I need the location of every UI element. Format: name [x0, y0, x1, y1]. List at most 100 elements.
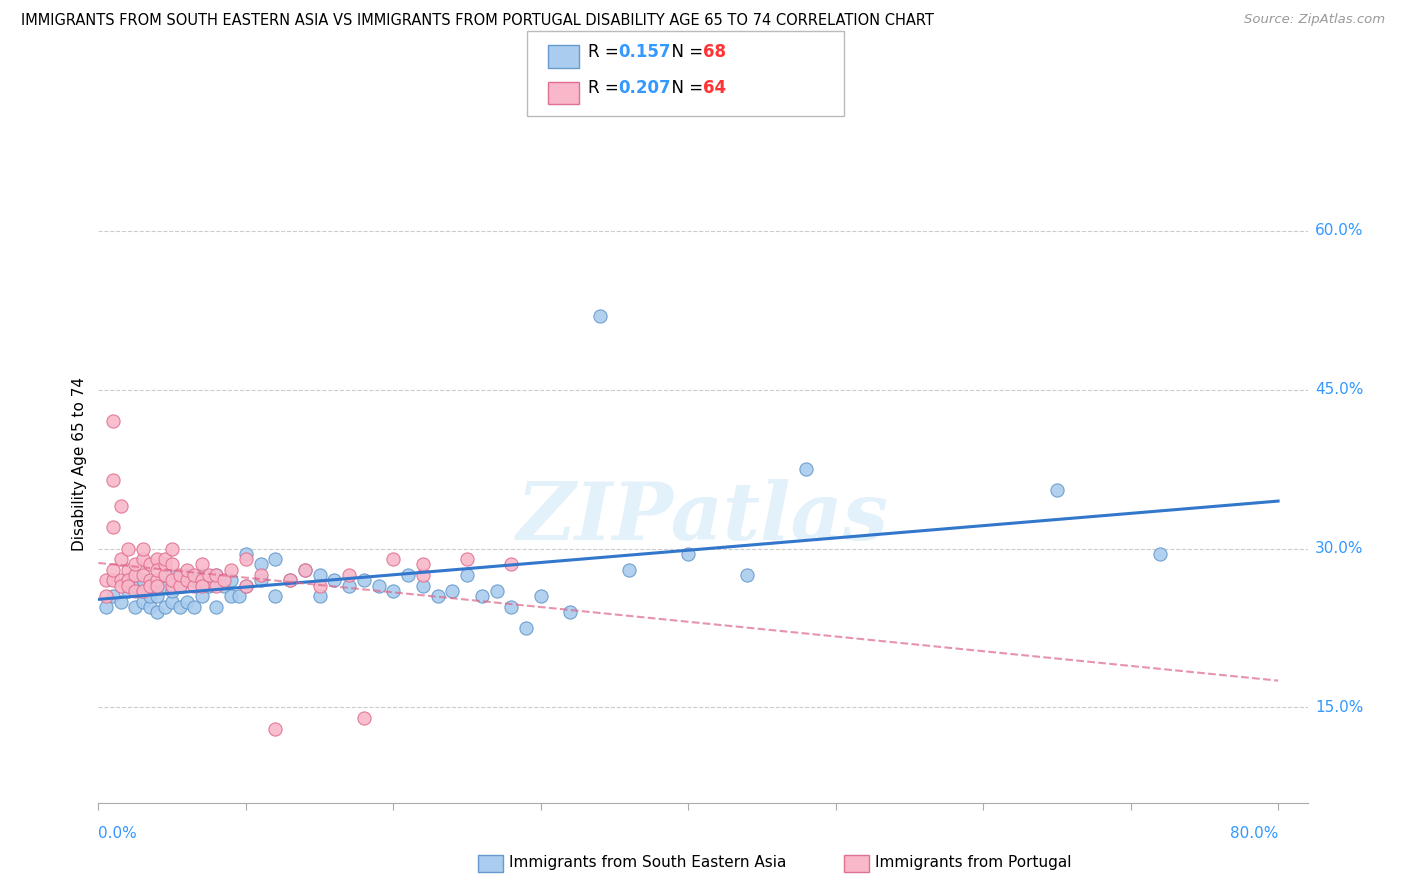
Point	[176, 568, 198, 582]
Point	[794, 462, 817, 476]
Point	[117, 583, 139, 598]
Point	[205, 599, 228, 614]
Point	[110, 594, 132, 608]
Point	[176, 574, 198, 588]
Text: Immigrants from South Eastern Asia: Immigrants from South Eastern Asia	[509, 855, 786, 870]
Point	[219, 563, 242, 577]
Point	[735, 568, 758, 582]
Point	[153, 599, 176, 614]
Text: N =: N =	[661, 79, 709, 97]
Point	[169, 568, 191, 582]
Point	[485, 583, 508, 598]
Point	[94, 599, 117, 614]
Point	[169, 579, 191, 593]
Point	[190, 574, 212, 588]
Point	[323, 574, 346, 588]
Text: ZIPatlas: ZIPatlas	[517, 479, 889, 557]
Point	[1149, 547, 1171, 561]
Point	[153, 558, 176, 572]
Point	[160, 579, 183, 593]
Point	[278, 574, 301, 588]
Point	[117, 563, 139, 577]
Point	[353, 574, 375, 588]
Point	[264, 722, 287, 736]
Point	[560, 605, 582, 619]
Point	[190, 579, 212, 593]
Text: 0.0%: 0.0%	[98, 826, 138, 841]
Point	[110, 574, 132, 588]
Point	[131, 568, 153, 582]
Point	[101, 589, 124, 603]
Point	[124, 599, 146, 614]
Text: N =: N =	[661, 43, 709, 61]
Point	[160, 541, 183, 556]
Text: Immigrants from Portugal: Immigrants from Portugal	[875, 855, 1071, 870]
Point	[131, 583, 153, 598]
Text: 0.157: 0.157	[619, 43, 671, 61]
Point	[367, 579, 389, 593]
Point	[515, 621, 537, 635]
Point	[183, 599, 205, 614]
Text: 64: 64	[703, 79, 725, 97]
Point	[382, 583, 405, 598]
Text: 0.207: 0.207	[619, 79, 671, 97]
Point	[530, 589, 553, 603]
Text: IMMIGRANTS FROM SOUTH EASTERN ASIA VS IMMIGRANTS FROM PORTUGAL DISABILITY AGE 65: IMMIGRANTS FROM SOUTH EASTERN ASIA VS IM…	[21, 13, 934, 29]
Point	[412, 579, 434, 593]
Point	[308, 579, 330, 593]
Point	[94, 589, 117, 603]
Point	[124, 558, 146, 572]
Point	[198, 568, 221, 582]
Point	[139, 558, 162, 572]
Text: Source: ZipAtlas.com: Source: ZipAtlas.com	[1244, 13, 1385, 27]
Point	[212, 574, 235, 588]
Point	[278, 574, 301, 588]
Point	[212, 579, 235, 593]
Text: R =: R =	[588, 79, 624, 97]
Point	[308, 568, 330, 582]
Point	[153, 579, 176, 593]
Point	[412, 558, 434, 572]
Point	[153, 568, 176, 582]
Point	[235, 547, 257, 561]
Point	[146, 563, 169, 577]
Point	[678, 547, 700, 561]
Point	[501, 599, 523, 614]
Point	[264, 589, 287, 603]
Point	[160, 594, 183, 608]
Point	[294, 563, 316, 577]
Point	[139, 589, 162, 603]
Point	[308, 589, 330, 603]
Text: 45.0%: 45.0%	[1315, 382, 1364, 397]
Point	[501, 558, 523, 572]
Point	[146, 589, 169, 603]
Point	[382, 552, 405, 566]
Point	[426, 589, 449, 603]
Point	[131, 594, 153, 608]
Point	[249, 558, 271, 572]
Point	[169, 599, 191, 614]
Point	[190, 558, 212, 572]
Point	[249, 568, 271, 582]
Text: 30.0%: 30.0%	[1315, 541, 1364, 556]
Point	[146, 552, 169, 566]
Point	[131, 574, 153, 588]
Point	[101, 563, 124, 577]
Point	[456, 552, 478, 566]
Point	[160, 568, 183, 582]
Point	[176, 563, 198, 577]
Point	[183, 568, 205, 582]
Point	[1046, 483, 1069, 498]
Point	[101, 473, 124, 487]
Point	[160, 574, 183, 588]
Y-axis label: Disability Age 65 to 74: Disability Age 65 to 74	[72, 376, 87, 551]
Point	[619, 563, 641, 577]
Point	[124, 579, 146, 593]
Point	[249, 574, 271, 588]
Point	[117, 574, 139, 588]
Point	[471, 589, 494, 603]
Text: R =: R =	[588, 43, 624, 61]
Text: 68: 68	[703, 43, 725, 61]
Point	[110, 579, 132, 593]
Point	[110, 500, 132, 514]
